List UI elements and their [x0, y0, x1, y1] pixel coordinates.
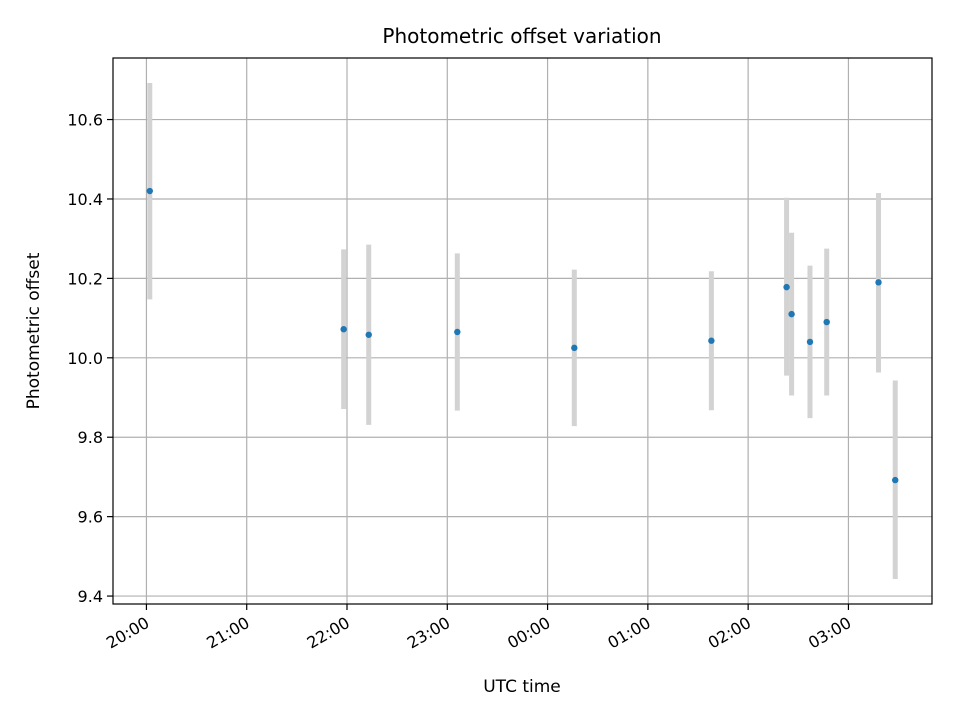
data-point: [708, 337, 715, 344]
x-tick-label: 01:00: [604, 613, 653, 653]
grid: [113, 58, 932, 604]
data-point: [571, 344, 578, 352]
y-tick-label: 9.4: [78, 587, 103, 606]
y-tick-label: 10.4: [67, 190, 103, 209]
x-tick-label: 23:00: [404, 613, 453, 653]
data-point: [365, 331, 372, 338]
error-bars: [147, 83, 898, 579]
data-point: [146, 187, 153, 195]
data-point: [783, 283, 790, 291]
y-tick-label: 10.0: [67, 349, 103, 368]
x-axis-label: UTC time: [483, 677, 561, 697]
y-tick-label: 9.8: [78, 428, 103, 447]
data-point: [875, 279, 882, 286]
x-axis-ticks: 20:00 21:00 22:00 23:00 00:00 01:00 02:00 03:00: [103, 604, 854, 653]
data-point: [788, 310, 795, 318]
data-point: [454, 328, 461, 336]
x-tick-label: 22:00: [304, 613, 353, 653]
y-tick-label: 9.6: [78, 508, 103, 527]
chart-title: Photometric offset variation: [382, 24, 661, 48]
data-points: [146, 187, 899, 484]
data-point: [340, 326, 347, 333]
data-point: [892, 476, 899, 484]
x-tick-label: 00:00: [504, 613, 553, 653]
y-axis-ticks: 9.4 9.6 9.8 10.0 10.2 10.4 10.6: [67, 111, 113, 606]
y-tick-label: 10.6: [67, 111, 103, 130]
y-axis-label: Photometric offset: [24, 252, 44, 409]
plot-area-frame: [112, 57, 933, 605]
y-tick-label: 10.2: [67, 269, 103, 288]
x-tick-label: 20:00: [103, 613, 152, 653]
x-tick-label: 03:00: [805, 613, 854, 653]
data-point: [806, 338, 814, 346]
x-tick-label: 02:00: [705, 613, 754, 653]
data-point: [823, 318, 830, 326]
x-tick-label: 21:00: [203, 613, 252, 653]
